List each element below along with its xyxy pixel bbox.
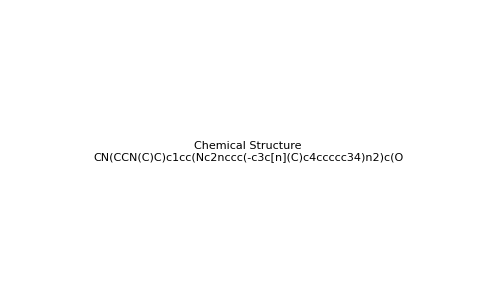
Text: Chemical Structure
CN(CCN(C)C)c1cc(Nc2nccc(-c3c[n](C)c4ccccc34)n2)c(O: Chemical Structure CN(CCN(C)C)c1cc(Nc2nc… (93, 141, 403, 162)
